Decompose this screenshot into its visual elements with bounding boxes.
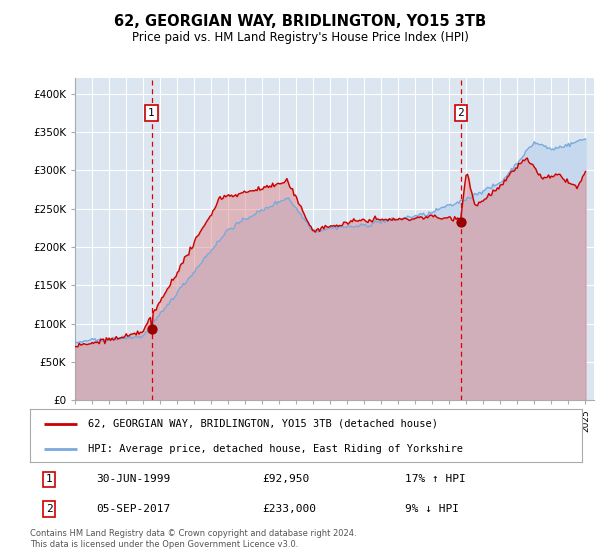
Text: 2: 2	[46, 504, 53, 514]
Point	[147, 325, 157, 334]
Text: 9% ↓ HPI: 9% ↓ HPI	[406, 504, 460, 514]
Text: 30-JUN-1999: 30-JUN-1999	[96, 474, 170, 484]
Point	[456, 217, 466, 226]
Text: 62, GEORGIAN WAY, BRIDLINGTON, YO15 3TB (detached house): 62, GEORGIAN WAY, BRIDLINGTON, YO15 3TB …	[88, 419, 438, 429]
Text: Contains HM Land Registry data © Crown copyright and database right 2024.
This d: Contains HM Land Registry data © Crown c…	[30, 529, 356, 549]
Text: £233,000: £233,000	[262, 504, 316, 514]
Text: 62, GEORGIAN WAY, BRIDLINGTON, YO15 3TB: 62, GEORGIAN WAY, BRIDLINGTON, YO15 3TB	[114, 14, 486, 29]
Text: HPI: Average price, detached house, East Riding of Yorkshire: HPI: Average price, detached house, East…	[88, 444, 463, 454]
Text: 1: 1	[46, 474, 53, 484]
Text: 2: 2	[457, 108, 464, 118]
Text: Price paid vs. HM Land Registry's House Price Index (HPI): Price paid vs. HM Land Registry's House …	[131, 31, 469, 44]
Text: £92,950: £92,950	[262, 474, 309, 484]
Text: 05-SEP-2017: 05-SEP-2017	[96, 504, 170, 514]
Text: 17% ↑ HPI: 17% ↑ HPI	[406, 474, 466, 484]
Text: 1: 1	[148, 108, 155, 118]
